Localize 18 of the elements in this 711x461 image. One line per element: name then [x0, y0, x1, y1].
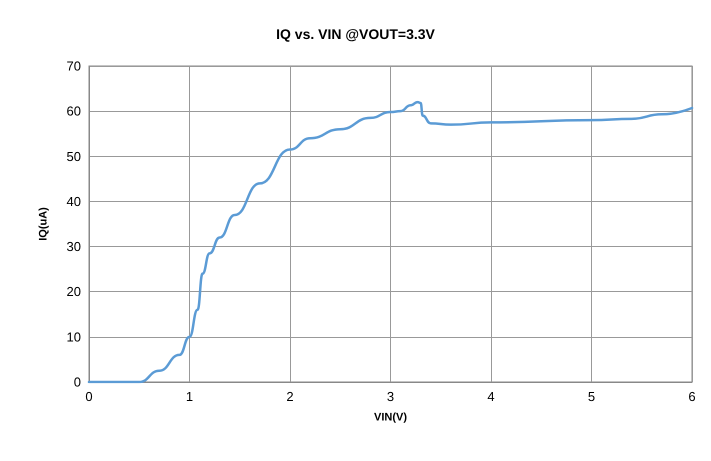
y-tick-label: 0 [74, 374, 81, 390]
y-tick-label: 20 [66, 284, 81, 300]
chart-title: IQ vs. VIN @VOUT=3.3V [276, 26, 436, 42]
x-tick-label: 5 [588, 389, 596, 404]
x-tick-label: 6 [688, 389, 696, 404]
x-tick-label: 0 [85, 389, 93, 404]
x-tick-label: 2 [286, 389, 294, 404]
x-tick-label: 4 [487, 389, 495, 404]
y-tick-label: 60 [66, 104, 81, 119]
y-axis-title: IQ(uA) [38, 206, 50, 241]
y-tick-label: 30 [66, 239, 81, 254]
y-tick-label: 70 [66, 58, 81, 74]
y-tick-label: 10 [66, 329, 81, 344]
y-tick-label: 50 [66, 148, 81, 164]
y-tick-label: 40 [66, 194, 81, 209]
x-axis-title: VIN(V) [374, 412, 408, 424]
x-tick-label: 3 [386, 389, 394, 404]
x-tick-label: 1 [186, 389, 194, 404]
